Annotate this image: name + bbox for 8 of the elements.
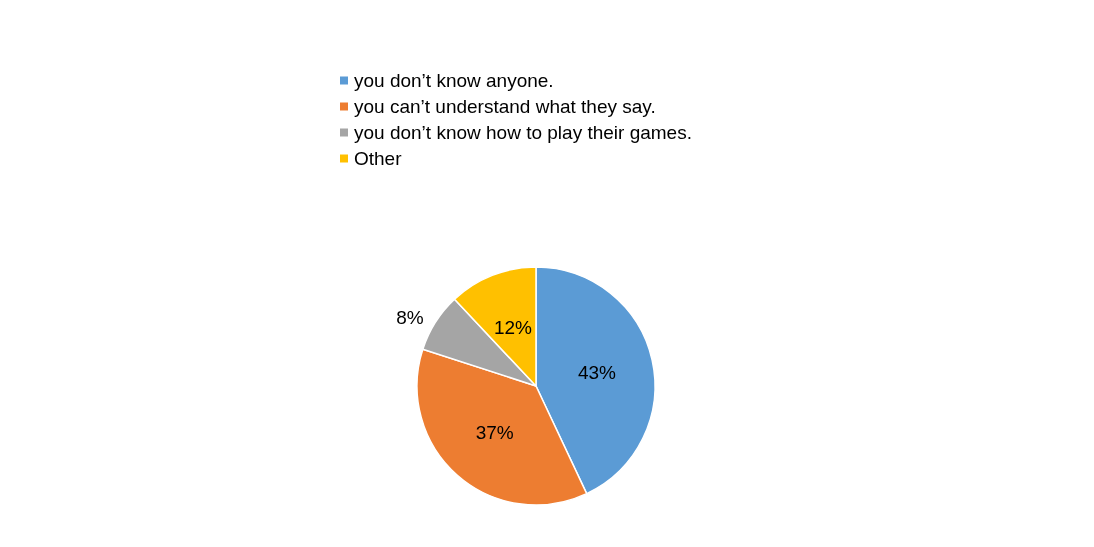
data-label: 43% <box>577 361 617 383</box>
legend-label: Other <box>354 148 403 169</box>
data-label: 8% <box>396 307 424 329</box>
data-label: 37% <box>475 422 514 444</box>
legend-label: you don’t know how to play their games. <box>354 122 692 143</box>
legend-label: you can’t understand what they say. <box>354 96 656 117</box>
data-label: 12% <box>493 317 533 339</box>
legend-label: you don’t know anyone. <box>354 70 554 91</box>
